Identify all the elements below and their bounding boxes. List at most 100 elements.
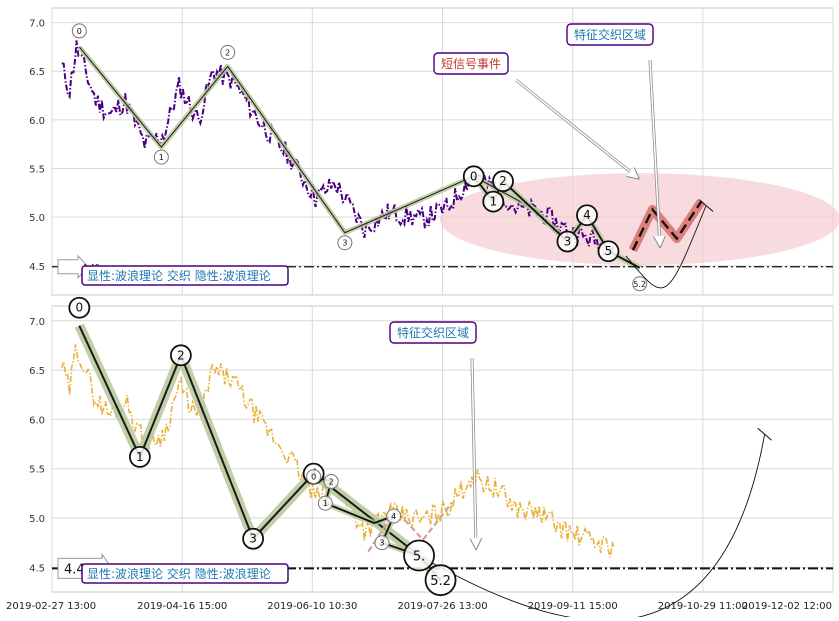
- pattern-legend-text: 显性:波浪理论 交织 隐性:波浪理论: [87, 268, 271, 283]
- wave-label-text: 5.2: [430, 574, 451, 589]
- pattern-legend-text: 显性:波浪理论 交织 隐性:波浪理论: [87, 566, 271, 581]
- wave-label-circle: [68, 296, 91, 319]
- x-tick-label: 2019-10-29 11:00: [658, 601, 748, 612]
- wave-label-text: 3: [564, 234, 572, 248]
- wave-label-circle: [403, 539, 435, 572]
- wave-label-text: 1: [323, 499, 328, 508]
- y-tick-label: 5.5: [29, 465, 45, 476]
- wave-label: 2: [323, 474, 339, 490]
- short-signal-pointer: [515, 79, 638, 178]
- wave-label: 5.: [403, 539, 435, 572]
- y-tick-label: 5.0: [29, 514, 45, 525]
- wave-label-text: 5.2: [633, 280, 646, 289]
- feature-zone-box: [389, 321, 477, 344]
- price-series-line: [61, 40, 615, 257]
- wave-label: 0: [68, 296, 91, 319]
- legend-implicit-prefix: 隐性:: [195, 269, 223, 283]
- wave-label-text: 0: [77, 27, 82, 36]
- wave-label: 1: [317, 495, 333, 511]
- wave-label-circle: [242, 527, 265, 550]
- y-tick-label: 6.0: [29, 415, 45, 426]
- projection-arc: [422, 434, 766, 621]
- feature-zone-pointer: [649, 59, 660, 246]
- y-tick-label: 5.5: [29, 165, 45, 176]
- wave-label-circle: [337, 235, 353, 251]
- wave-label: 0: [71, 23, 87, 39]
- legend-pattern-explicit: 波浪理论: [115, 268, 163, 283]
- legend-pattern-implicit: 波浪理论: [223, 268, 271, 283]
- wave-label: 3: [374, 535, 390, 551]
- x-tick-label: 2019-12-02 12:00: [742, 601, 832, 612]
- x-tick-label: 2019-02-27 13:00: [6, 601, 96, 612]
- legend-pattern-implicit: 波浪理论: [223, 566, 271, 581]
- wave-label-text: 0: [311, 473, 316, 482]
- feature-zone-pointer: [472, 357, 476, 548]
- wave-label: 5: [597, 240, 620, 263]
- wave-label-circle: [169, 344, 192, 367]
- legend-implicit-prefix: 隐性:: [195, 567, 223, 581]
- short-signal-text: 短信号事件: [441, 57, 501, 71]
- x-tick-label: 2019-04-16 15:00: [137, 601, 227, 612]
- feature-zone-callout: 特征交织区域: [566, 23, 654, 46]
- feature-zone-text: 特征交织区域: [574, 27, 646, 42]
- feature-zone-callout: 特征交织区域: [389, 321, 477, 344]
- y-tick-label: 7.0: [29, 19, 45, 30]
- wave-label-text: 1: [489, 195, 497, 209]
- wave-label-text: 5: [605, 244, 613, 258]
- y-tick-label: 6.5: [29, 366, 45, 377]
- projection-arc: [625, 205, 707, 289]
- wave-label-circle: [386, 508, 402, 524]
- wave-label-text: 3: [342, 239, 347, 248]
- pattern-legend-box: [81, 265, 289, 286]
- wave-label-circle: [424, 564, 457, 597]
- x-tick-label: 2019-09-11 15:00: [528, 601, 618, 612]
- y-tick-label: 5.0: [29, 213, 45, 224]
- wave-label: 1: [482, 190, 505, 213]
- pattern-legend: 显性:波浪理论 交织 隐性:波浪理论: [81, 265, 289, 286]
- x-tick-label: 2019-06-10 10:30: [267, 601, 357, 612]
- legend-explicit-prefix: 显性:: [87, 269, 115, 283]
- wave-label-circle: [462, 165, 485, 188]
- wave-label-text: 3: [379, 539, 384, 548]
- wave-label: 5.2: [424, 564, 457, 597]
- legend-explicit-prefix: 显性:: [87, 567, 115, 581]
- wave-label-text: 1: [136, 450, 144, 464]
- wave-label-circle: [128, 445, 151, 468]
- wave-label: 4: [386, 508, 402, 524]
- chart-panel-bottom: 7.06.56.05.55.04.54.4901234021435.5.2特征交…: [6, 296, 834, 621]
- y-tick-label: 6.0: [29, 116, 45, 127]
- wave-label-circle: [153, 149, 169, 165]
- y-tick-label: 4.5: [29, 563, 45, 574]
- feature-ellipse: [440, 173, 839, 266]
- wave-label-circle: [71, 23, 87, 39]
- wave-label-circle: [632, 276, 648, 292]
- wave-label: 2: [492, 170, 514, 193]
- y-tick-label: 6.5: [29, 67, 45, 78]
- wave-label-text: 4: [583, 208, 591, 222]
- wave-label-circle: [492, 170, 514, 193]
- wave-label-text: 2: [329, 478, 334, 487]
- feature-zone-box: [566, 23, 654, 46]
- short-signal-box: [433, 52, 509, 75]
- wave-label: 1: [128, 445, 151, 468]
- wave-label-circle: [306, 469, 322, 485]
- wave-label-circle: [323, 474, 339, 490]
- wave-label-text: 5.: [413, 550, 425, 565]
- wave-label-circle: [597, 240, 620, 263]
- forecast-line: [367, 501, 454, 553]
- wave-label-text: 2: [177, 348, 185, 362]
- wave-label: 1: [153, 149, 169, 165]
- y-tick-label: 4.5: [29, 262, 45, 273]
- pattern-legend: 显性:波浪理论 交织 隐性:波浪理论: [81, 563, 289, 584]
- feature-zone-text: 特征交织区域: [397, 325, 469, 340]
- wave-label-circle: [482, 190, 505, 213]
- projection-arc-end: [698, 199, 714, 212]
- legend-connector: 交织: [163, 566, 195, 581]
- wave-label-circle: [374, 535, 390, 551]
- wave-label-text: 2: [225, 48, 230, 57]
- chart-panel-top: 7.06.56.05.55.04.54.4901230123455.2短信号事件…: [29, 7, 839, 296]
- wave-label: 0: [462, 165, 485, 188]
- wave-label-circle: [317, 495, 333, 511]
- wave-label-circle: [220, 44, 236, 60]
